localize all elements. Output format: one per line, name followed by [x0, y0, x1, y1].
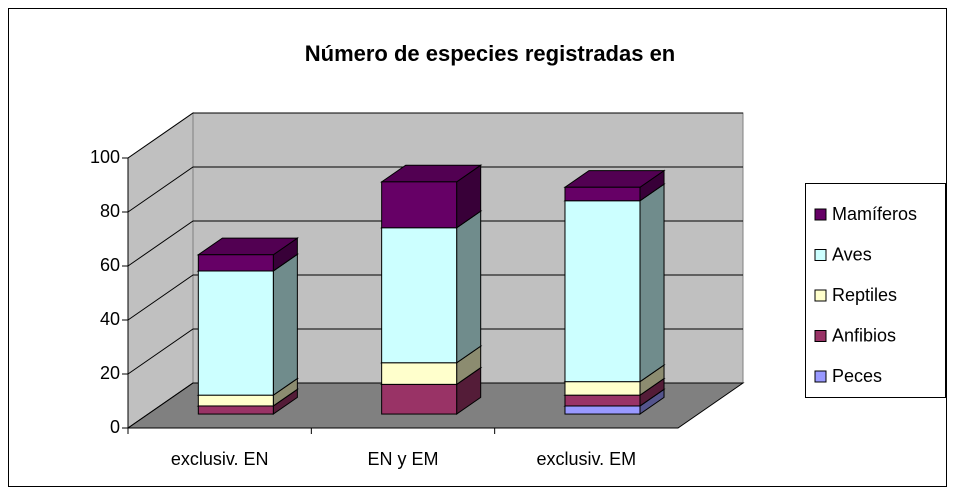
legend-label: Mamíferos — [832, 204, 917, 224]
y-tick-label: 80 — [100, 201, 120, 221]
bar-side — [456, 210, 482, 364]
legend-swatch — [814, 249, 827, 261]
legend-swatch — [814, 289, 827, 302]
legend-swatch — [814, 370, 827, 383]
y-tick-label: 60 — [100, 255, 120, 275]
bar — [381, 227, 458, 364]
grid-line — [127, 382, 743, 429]
legend-label: Anfibios — [832, 325, 896, 345]
bar — [197, 270, 274, 396]
legend-label: Aves — [832, 244, 872, 264]
bar — [564, 394, 641, 407]
side-wall — [127, 112, 194, 429]
chart-title: Número de especies registradas en — [305, 41, 676, 66]
grid-line — [127, 220, 743, 267]
bar — [381, 181, 458, 229]
bar — [197, 254, 274, 272]
y-tick-label: 100 — [90, 147, 120, 167]
bar — [564, 405, 641, 415]
legend-label: Reptiles — [832, 285, 897, 305]
x-tick-label: exclusiv. EM — [536, 449, 636, 469]
bar — [381, 383, 458, 415]
y-tick-label: 0 — [110, 417, 120, 437]
bar — [564, 186, 641, 202]
legend-label: Peces — [832, 366, 882, 386]
legend-swatch — [814, 208, 827, 221]
legend: Peces Anfibios Reptiles Aves Mamíferos — [814, 204, 917, 386]
grid-line — [127, 274, 743, 321]
grid-line — [127, 328, 743, 375]
bar — [197, 394, 274, 407]
bar-side — [639, 183, 665, 383]
grid-line — [127, 166, 743, 213]
y-tick-label: 20 — [100, 363, 120, 383]
legend-swatch — [814, 330, 827, 342]
legend-box — [805, 183, 946, 398]
x-tick-label: EN y EM — [367, 449, 438, 469]
bar — [564, 200, 641, 383]
x-tick-label: exclusiv. EN — [171, 449, 269, 469]
grid-line — [127, 112, 743, 159]
bar — [381, 362, 458, 385]
bar — [564, 381, 641, 396]
y-tick-label: 40 — [100, 309, 120, 329]
bar-side — [272, 253, 298, 397]
plot-area: 0 20 40 60 80 100 exclusiv. EN EN y EM exclusiv.… — [90, 112, 745, 469]
bar — [197, 405, 274, 415]
